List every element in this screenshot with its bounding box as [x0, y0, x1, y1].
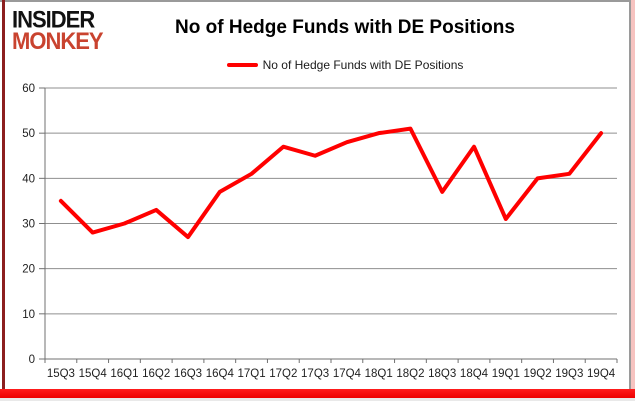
x-tick-label-17Q3: 17Q3	[301, 368, 329, 380]
x-tick-label-19Q1: 19Q1	[492, 368, 520, 380]
x-tick-label-17Q1: 17Q1	[237, 368, 265, 380]
x-tick-label-16Q4: 16Q4	[206, 368, 235, 380]
page-title: No of Hedge Funds with DE Positions	[175, 17, 515, 38]
x-tick-label-19Q2: 19Q2	[523, 368, 551, 380]
x-tick-label-15Q4: 15Q4	[79, 368, 108, 380]
y-tick-label-0: 0	[29, 354, 35, 366]
y-tick-label-60: 60	[22, 83, 35, 95]
y-tick-label-30: 30	[22, 219, 35, 231]
x-tick-label-16Q2: 16Q2	[142, 368, 170, 380]
x-tick-label-15Q3: 15Q3	[47, 368, 75, 380]
x-tick-label-18Q1: 18Q1	[365, 368, 393, 380]
x-tick-label-17Q2: 17Q2	[269, 368, 297, 380]
frame-right-border	[629, 0, 631, 389]
x-tick-label-18Q2: 18Q2	[396, 368, 424, 380]
y-tick-label-40: 40	[22, 173, 35, 185]
frame-top-border	[0, 0, 635, 2]
x-tick-label-18Q3: 18Q3	[428, 368, 456, 380]
frame-bottom-shadow	[0, 398, 635, 401]
frame-bottom-red-bar	[0, 389, 635, 398]
x-tick-label-17Q4: 17Q4	[333, 368, 362, 380]
y-tick-label-50: 50	[22, 128, 35, 140]
x-tick-label-18Q4: 18Q4	[460, 368, 489, 380]
frame-left-border	[2, 0, 5, 398]
series-line-0	[58, 126, 604, 240]
logo-line1: INSIDER	[12, 5, 95, 33]
x-tick-label-19Q3: 19Q3	[555, 368, 583, 380]
y-tick-label-20: 20	[22, 264, 35, 276]
logo-line2: MONKEY	[12, 27, 104, 55]
legend-series-label: No of Hedge Funds with DE Positions	[262, 58, 464, 72]
frame-right-accent	[631, 0, 635, 398]
x-tick-label-19Q4: 19Q4	[587, 368, 616, 380]
y-tick-label-10: 10	[22, 309, 35, 321]
insider-monkey-logo: INSIDER MONKEY	[12, 5, 104, 55]
x-tick-label-16Q1: 16Q1	[110, 368, 138, 380]
x-tick-label-16Q3: 16Q3	[174, 368, 202, 380]
chart-legend: No of Hedge Funds with DE Positions	[140, 57, 550, 73]
legend-line-swatch	[226, 63, 258, 67]
